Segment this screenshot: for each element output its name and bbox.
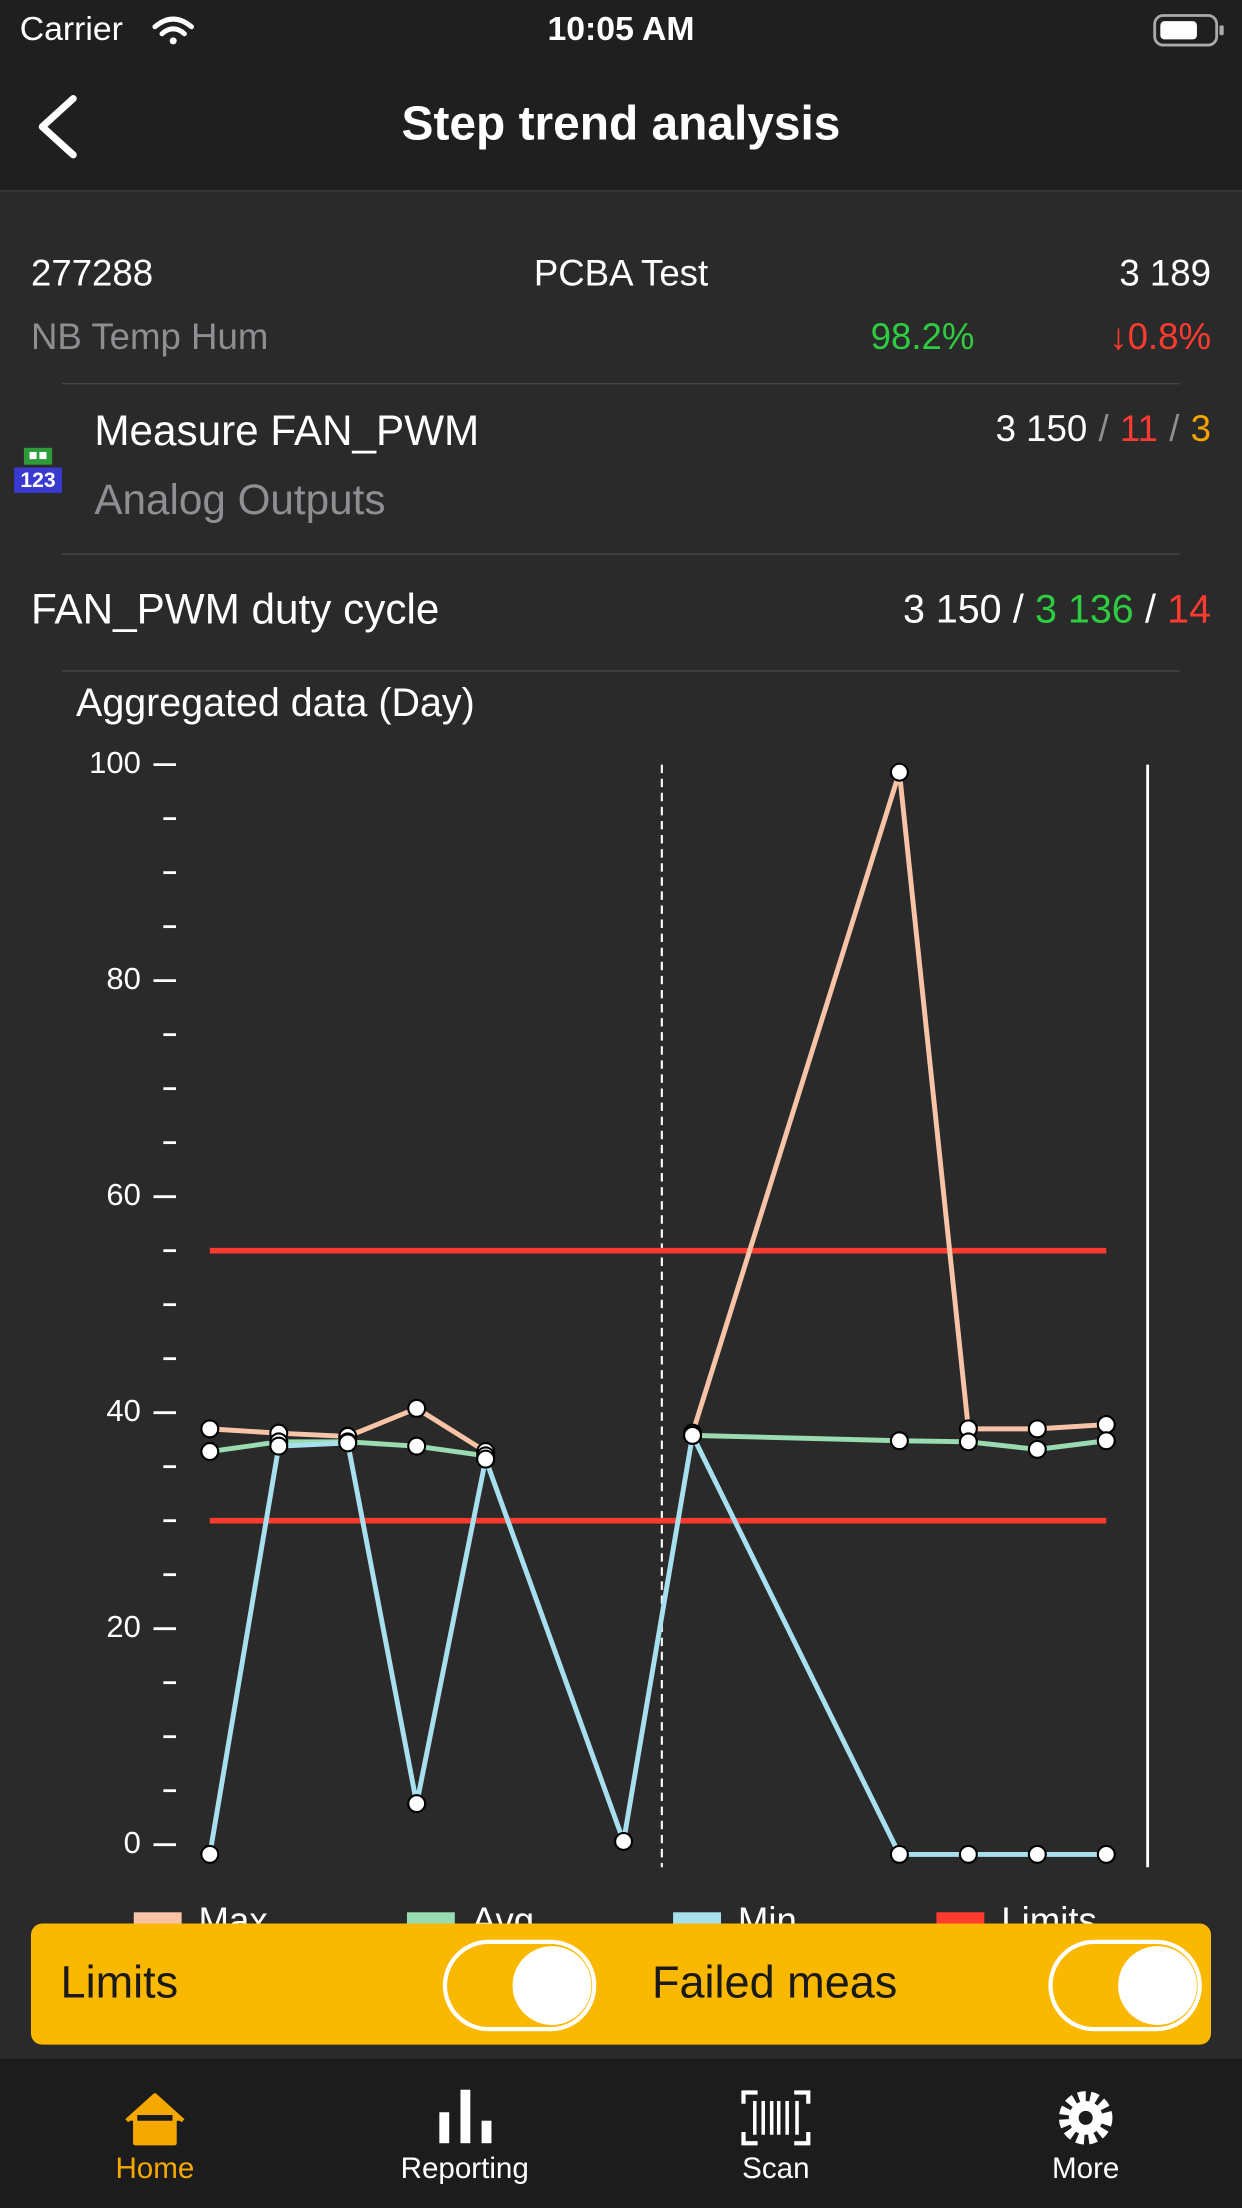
tab-icons [125, 2089, 1113, 2146]
data-point [269, 1436, 289, 1456]
top-bar [0, 0, 1242, 191]
count-passed: 3 136 [1035, 588, 1134, 632]
reporting-icon [439, 2089, 492, 2144]
toggle-label: Limits [61, 1956, 179, 2007]
count-failed: 14 [1167, 588, 1211, 632]
yield: 98.2% [871, 316, 975, 357]
data-point [614, 1831, 634, 1851]
y-tick-label: 0 [124, 1825, 141, 1860]
step-icon: 123 [14, 447, 62, 493]
clock: 10:05 AM [547, 10, 694, 48]
more-icon [1058, 2091, 1113, 2145]
data-point [683, 1425, 703, 1445]
data-point [958, 1432, 978, 1452]
data-point [1096, 1415, 1116, 1435]
battery-icon [1153, 14, 1224, 47]
yield-change: ↓0.8% [1109, 316, 1211, 357]
count-other: 3 [1191, 408, 1211, 449]
tab-label[interactable]: Reporting [401, 2152, 529, 2185]
step-icon-text: 123 [20, 469, 55, 492]
station: NB Temp Hum [31, 316, 268, 357]
data-point [407, 1794, 427, 1814]
back-button[interactable] [38, 95, 77, 159]
data-point [338, 1433, 358, 1453]
tab-label[interactable]: Home [115, 2152, 194, 2185]
y-tick-label: 80 [106, 961, 140, 996]
separator: / [1169, 408, 1180, 449]
separator: / [1145, 588, 1156, 632]
step-title: Measure FAN_PWM [94, 407, 479, 454]
data-point [200, 1419, 220, 1439]
toggle-knob[interactable] [512, 1946, 592, 2025]
scan-icon [741, 2090, 811, 2146]
data-point [1096, 1844, 1116, 1864]
y-tick-label: 40 [106, 1393, 140, 1428]
test-name: PCBA Test [534, 253, 708, 294]
count-total: 3 150 [903, 588, 1002, 632]
toggle-knob[interactable] [1118, 1946, 1197, 2025]
toggle-panel [30, 1923, 1212, 2045]
test-count: 3 189 [1119, 253, 1211, 294]
data-point [889, 1844, 909, 1864]
toggles: Limits Failed meas [61, 1939, 1202, 2032]
toggle-label: Failed meas [652, 1956, 897, 2007]
data-point [958, 1844, 978, 1864]
data-point [1096, 1431, 1116, 1451]
y-tick-label: 20 [106, 1609, 140, 1644]
data-point [476, 1449, 496, 1469]
carrier: Carrier [20, 10, 123, 48]
tab-bar [0, 2058, 1242, 2208]
y-tick-label: 100 [89, 745, 141, 780]
tabs: Home Reporting Scan More [115, 2152, 1119, 2185]
data-point [200, 1844, 220, 1864]
data-point [889, 762, 909, 782]
separator: / [1098, 408, 1109, 449]
count-total: 3 150 [996, 408, 1088, 449]
data-point [200, 1442, 220, 1462]
data-point [1027, 1439, 1047, 1459]
data-point [889, 1431, 909, 1451]
separator: / [1013, 588, 1024, 632]
measurement-counts: 3 150/3 136/14 [903, 588, 1211, 632]
home-icon [125, 2093, 185, 2146]
data-point [1027, 1844, 1047, 1864]
data-point [407, 1436, 427, 1456]
tab-label[interactable]: Scan [742, 2152, 809, 2185]
step-group: Analog Outputs [94, 476, 385, 523]
measurement-name: FAN_PWM duty cycle [31, 586, 439, 633]
nav-title: Step trend analysis [402, 97, 841, 150]
chart-title: Aggregated data (Day) [76, 681, 475, 725]
wifi-icon [152, 16, 194, 45]
product-id: 277288 [31, 253, 153, 294]
step-counts: 3 150/11/3 [996, 408, 1211, 449]
data-point [1027, 1419, 1047, 1439]
plot: 0 20 40 60 80 100 [89, 745, 1116, 1864]
y-tick-label: 60 [106, 1177, 140, 1212]
count-failed: 11 [1120, 408, 1158, 449]
tab-label[interactable]: More [1052, 2152, 1119, 2185]
data-point [407, 1398, 427, 1418]
